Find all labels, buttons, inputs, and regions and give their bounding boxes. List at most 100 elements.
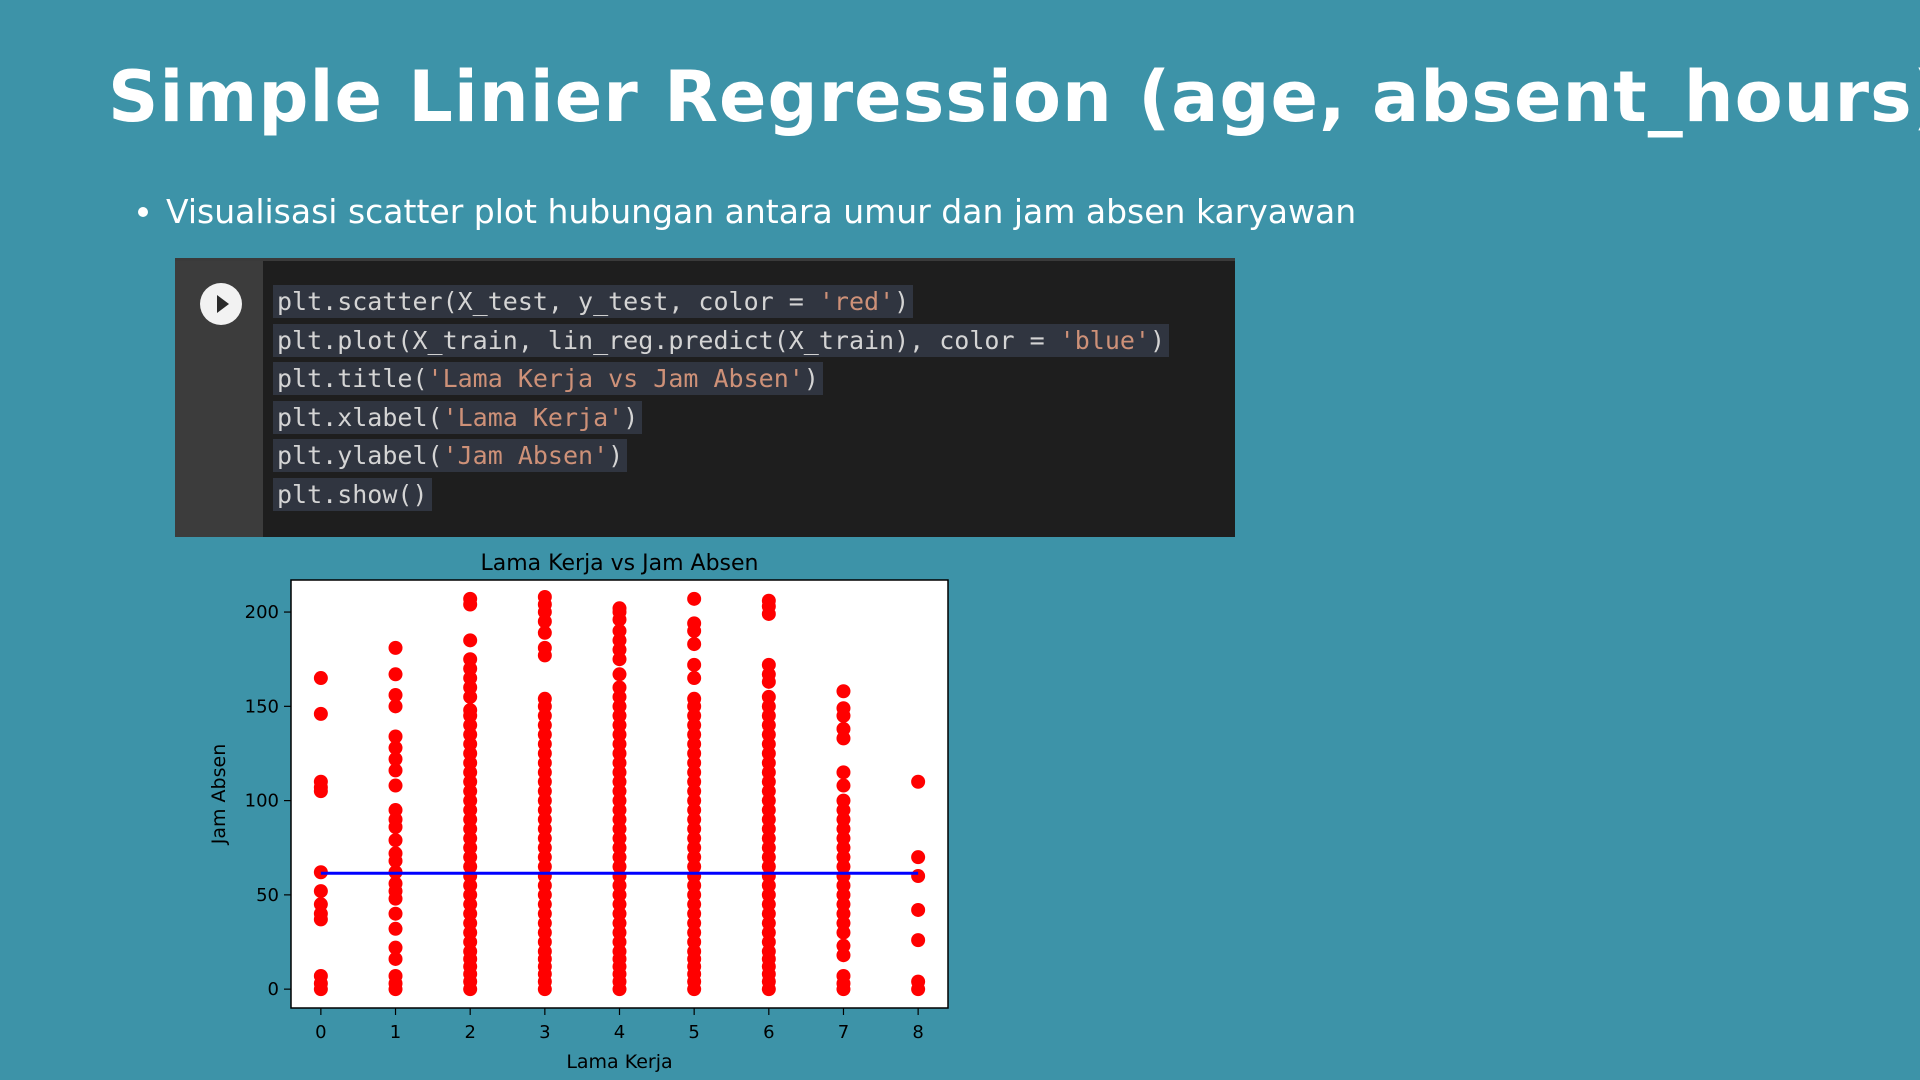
scatter-point xyxy=(313,897,328,912)
x-tick-label: 7 xyxy=(838,1022,849,1043)
y-tick-label: 0 xyxy=(268,979,279,1000)
scatter-point xyxy=(463,591,478,606)
scatter-chart: Lama Kerja vs Jam Absen Lama Kerja Jam Abs… xyxy=(208,551,949,1073)
code-token: ) xyxy=(803,364,819,393)
scatter-point xyxy=(388,640,403,655)
chart-title: Lama Kerja vs Jam Absen xyxy=(481,551,759,576)
scatter-point xyxy=(687,637,702,652)
scatter-point xyxy=(388,921,403,936)
scatter-point xyxy=(537,589,552,604)
code-line-highlight: plt.scatter(X_test, y_test, color = 'red… xyxy=(273,285,914,318)
scatter-point xyxy=(911,902,926,917)
run-cell-play-icon[interactable] xyxy=(200,283,242,325)
code-token: plt.xlabel( xyxy=(277,402,443,432)
scatter-point xyxy=(836,684,851,699)
scatter-point xyxy=(836,793,851,808)
scatter-point xyxy=(911,774,926,789)
scatter-point xyxy=(761,689,776,704)
scatter-point xyxy=(388,940,403,955)
scatter-point xyxy=(388,740,403,755)
scatter-point xyxy=(313,774,328,789)
scatter-point xyxy=(836,701,851,716)
code-line-highlight: plt.plot(X_train, lin_reg.predict(X_trai… xyxy=(273,323,1170,357)
scatter-point xyxy=(388,667,403,682)
code-line-highlight: plt.xlabel('Lama Kerja') xyxy=(273,400,643,434)
x-tick-label: 6 xyxy=(763,1022,774,1043)
scatter-point xyxy=(537,625,552,640)
scatter-point xyxy=(612,601,627,616)
code-token: plt.ylabel( xyxy=(277,441,443,470)
code-token: plt.title( xyxy=(277,364,428,393)
scatter-point xyxy=(612,623,627,638)
scatter-point xyxy=(836,765,851,780)
code-line[interactable]: plt.plot(X_train, lin_reg.predict(X_trai… xyxy=(273,322,1170,361)
scatter-point xyxy=(388,846,403,861)
code-line-highlight: plt.title('Lama Kerja vs Jam Absen') xyxy=(273,362,823,395)
scatter-point xyxy=(388,803,403,818)
x-tick-label: 8 xyxy=(912,1022,923,1043)
scatter-point xyxy=(911,869,926,884)
scatter-point xyxy=(911,974,926,989)
scatter-point xyxy=(388,699,403,714)
scatter-point xyxy=(313,706,328,721)
code-cell[interactable]: plt.scatter(X_test, y_test, color = 'red… xyxy=(175,258,1235,537)
scatter-point xyxy=(687,616,702,631)
code-token: ) xyxy=(608,441,624,470)
x-tick-label: 4 xyxy=(614,1022,625,1043)
scatter-point xyxy=(537,640,552,655)
scatter-point xyxy=(537,691,552,706)
x-tick-label: 1 xyxy=(390,1022,401,1043)
code-editor[interactable]: plt.scatter(X_test, y_test, color = 'red… xyxy=(273,283,1170,515)
bullet-dot-icon xyxy=(138,206,148,217)
code-line[interactable]: plt.show() xyxy=(273,476,1169,515)
x-tick-label: 5 xyxy=(688,1022,699,1043)
bullet-text: Visualisasi scatter plot hubungan antara… xyxy=(166,192,1357,231)
scatter-point xyxy=(388,833,403,848)
scatter-point xyxy=(463,703,478,718)
code-string-token: 'Lama Kerja vs Jam Absen' xyxy=(427,364,804,393)
scatter-point xyxy=(687,691,702,706)
scatter-point xyxy=(388,778,403,793)
scatter-point xyxy=(388,763,403,778)
y-tick-label: 50 xyxy=(256,885,279,906)
scatter-point xyxy=(313,884,328,899)
scatter-point xyxy=(911,933,926,948)
code-line-highlight: plt.ylabel('Jam Absen') xyxy=(273,439,628,472)
code-line[interactable]: plt.xlabel('Lama Kerja') xyxy=(273,399,1169,438)
y-tick-label: 200 xyxy=(245,602,279,623)
code-token: ) xyxy=(623,402,639,432)
scatter-point xyxy=(687,591,702,606)
code-string-token: 'Lama Kerja' xyxy=(442,402,624,432)
code-line-highlight: plt.show() xyxy=(273,477,432,511)
scatter-point xyxy=(388,688,403,703)
code-token: plt.plot(X_train, lin_reg.predict(X_trai… xyxy=(277,325,1060,355)
scatter-point xyxy=(836,968,851,983)
code-string-token: 'Jam Absen' xyxy=(442,441,609,470)
code-string-token: 'red' xyxy=(818,287,895,316)
x-tick-label: 0 xyxy=(315,1022,326,1043)
code-line[interactable]: plt.ylabel('Jam Absen') xyxy=(273,437,1169,476)
scatter-point xyxy=(612,667,627,682)
code-token: ) xyxy=(894,287,910,316)
code-token: plt.scatter(X_test, y_test, color = xyxy=(277,287,819,316)
scatter-point xyxy=(463,652,478,667)
y-tick-label: 100 xyxy=(245,791,279,812)
y-tick-label: 150 xyxy=(245,696,279,717)
code-line[interactable]: plt.title('Lama Kerja vs Jam Absen') xyxy=(273,360,1169,399)
scatter-point xyxy=(313,968,328,983)
y-axis-label: Jam Absen xyxy=(208,744,230,845)
scatter-point xyxy=(836,721,851,736)
cell-gutter xyxy=(175,261,263,537)
code-token: plt.show() xyxy=(277,479,428,509)
code-string-token: 'blue' xyxy=(1059,325,1150,355)
scatter-point xyxy=(761,657,776,672)
scatter-point xyxy=(388,876,403,891)
code-token: ) xyxy=(1149,325,1166,355)
slide-title: Simple Linier Regression (age, absent_ho… xyxy=(108,56,1920,138)
scatter-point xyxy=(463,633,478,648)
code-line[interactable]: plt.scatter(X_test, y_test, color = 'red… xyxy=(273,283,1169,322)
scatter-point xyxy=(313,671,328,686)
scatter-point xyxy=(687,657,702,672)
scatter-point xyxy=(388,752,403,767)
scatter-point xyxy=(911,850,926,865)
